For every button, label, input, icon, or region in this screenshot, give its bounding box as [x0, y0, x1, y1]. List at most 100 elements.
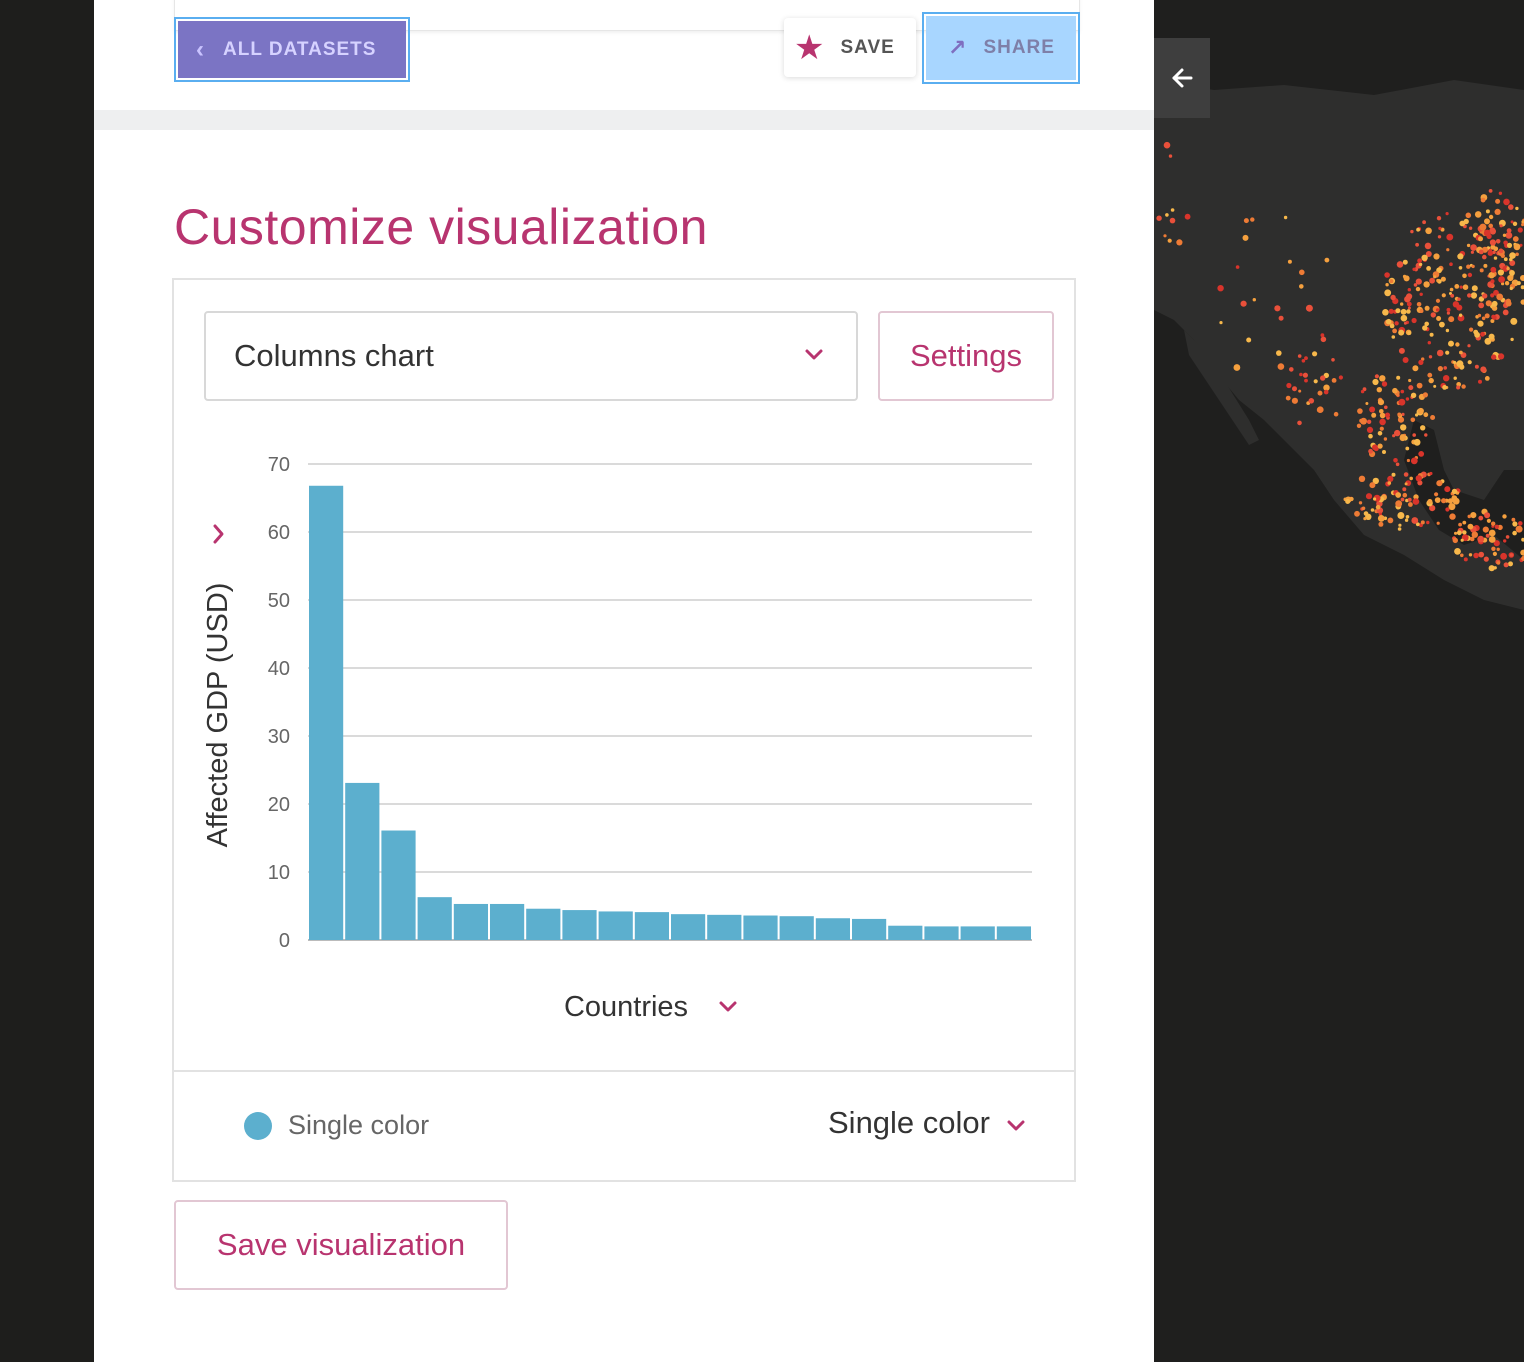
map-point: [1286, 382, 1292, 389]
map-point: [1384, 289, 1392, 297]
map-point: [1460, 553, 1464, 558]
map-point: [1365, 402, 1369, 405]
color-chevron-down-icon[interactable]: [1006, 1116, 1026, 1136]
x-axis-label[interactable]: Countries: [564, 991, 688, 1023]
map-point: [1427, 372, 1433, 378]
map-point: [1395, 500, 1403, 508]
map-point: [1467, 272, 1473, 278]
map-point: [1169, 217, 1176, 224]
map-point: [1406, 458, 1410, 463]
map-point: [1510, 317, 1518, 325]
map-point: [1513, 243, 1521, 251]
map-point: [1430, 415, 1436, 420]
map-point: [1366, 426, 1374, 433]
map-point: [1406, 309, 1411, 314]
map-point: [1404, 482, 1408, 486]
bar[interactable]: [453, 903, 488, 940]
bar[interactable]: [924, 926, 959, 940]
map-point: [1298, 389, 1302, 393]
map-point: [1250, 217, 1255, 222]
map-point: [1399, 434, 1406, 442]
map-point: [1389, 323, 1395, 329]
map-point: [1312, 351, 1318, 357]
map-point: [1412, 267, 1416, 271]
map-point: [1283, 215, 1288, 220]
y-tick-label: 0: [279, 930, 290, 952]
y-axis-expand-toggle[interactable]: [213, 524, 224, 544]
map-point: [1512, 221, 1518, 226]
chart-type-select[interactable]: Columns chart: [204, 311, 858, 401]
map-point: [1488, 529, 1496, 537]
share-label: SHARE: [983, 37, 1055, 58]
bar[interactable]: [743, 915, 778, 940]
map-point: [1360, 389, 1365, 394]
bar[interactable]: [779, 916, 814, 940]
bar[interactable]: [707, 914, 742, 940]
bar[interactable]: [598, 911, 633, 940]
map-point: [1446, 307, 1451, 312]
map-point: [1299, 269, 1305, 276]
map-point: [1418, 451, 1425, 457]
bar[interactable]: [417, 897, 452, 940]
map-point: [1401, 412, 1405, 416]
all-datasets-button-inner[interactable]: ‹ ALL DATASETS: [178, 21, 406, 78]
map-point: [1415, 286, 1421, 292]
map-point: [1407, 306, 1411, 310]
map-canvas[interactable]: [1154, 0, 1524, 1362]
bar[interactable]: [852, 918, 887, 940]
share-button-inner[interactable]: ↗ SHARE: [926, 16, 1076, 80]
map-point: [1361, 506, 1366, 511]
map-point: [1304, 356, 1308, 360]
map-point: [1396, 375, 1401, 380]
share-button[interactable]: ↗ SHARE: [922, 12, 1080, 84]
bar[interactable]: [888, 925, 923, 940]
map-point: [1488, 536, 1496, 543]
map-point: [1491, 300, 1498, 307]
map-point: [1489, 227, 1496, 234]
collapse-panel-button[interactable]: [1154, 38, 1210, 118]
bar[interactable]: [815, 918, 850, 940]
map-point: [1492, 250, 1496, 255]
bar[interactable]: [960, 926, 995, 940]
color-legend-row: Single color Single color: [174, 1070, 1074, 1180]
bar[interactable]: [562, 910, 597, 940]
save-button[interactable]: ★ SAVE: [784, 18, 916, 77]
bar[interactable]: [634, 912, 669, 940]
map-point: [1313, 379, 1318, 384]
map-point: [1483, 556, 1489, 562]
map-point: [1338, 375, 1343, 380]
map-point: [1462, 284, 1469, 291]
map-point: [1494, 208, 1501, 215]
map-point: [1498, 353, 1505, 360]
map-point: [1516, 281, 1521, 286]
map-point: [1494, 524, 1499, 529]
bar[interactable]: [490, 903, 525, 940]
map-point: [1491, 521, 1496, 526]
map-point: [1354, 510, 1360, 517]
save-visualization-button[interactable]: Save visualization: [174, 1200, 508, 1290]
map-point: [1477, 320, 1484, 327]
map-point: [1509, 553, 1514, 557]
map-point: [1424, 242, 1432, 250]
map-point: [1274, 305, 1281, 312]
bar[interactable]: [381, 830, 416, 940]
map-point: [1482, 254, 1487, 260]
map-point: [1488, 248, 1492, 253]
map-point: [1433, 384, 1437, 388]
bar[interactable]: [526, 908, 561, 940]
bar[interactable]: [309, 485, 344, 940]
map-point: [1387, 475, 1394, 482]
settings-button[interactable]: Settings: [878, 311, 1054, 401]
bar[interactable]: [996, 926, 1031, 940]
bar[interactable]: [345, 782, 380, 940]
color-mode-select[interactable]: Single color: [828, 1105, 990, 1140]
all-datasets-button[interactable]: ‹ ALL DATASETS: [174, 17, 410, 82]
map-point: [1217, 285, 1224, 292]
map-point: [1434, 492, 1439, 497]
map-panel[interactable]: [1154, 0, 1524, 1362]
x-axis-chevron-down-icon[interactable]: [719, 1001, 737, 1012]
map-point: [1292, 386, 1297, 392]
bar[interactable]: [671, 914, 706, 940]
map-point: [1395, 462, 1400, 467]
map-point: [1453, 376, 1457, 380]
